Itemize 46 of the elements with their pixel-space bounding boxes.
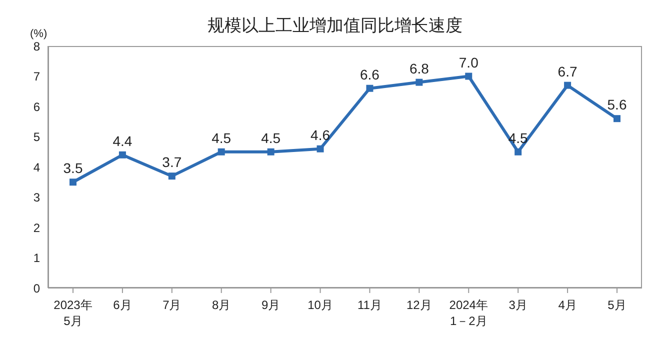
data-label: 4.4 (112, 132, 132, 149)
x-tick-label: 3月 (508, 298, 528, 312)
x-tick-label: 4月 (558, 298, 577, 312)
data-label: 4.6 (310, 126, 330, 143)
data-label: 6.6 (360, 66, 380, 82)
chart-title: 规模以上工业增加值同比增长速度 (208, 16, 462, 35)
y-tick-label: 2 (33, 220, 40, 235)
data-label: 6.8 (409, 60, 430, 76)
x-tick-label: 11月 (357, 298, 382, 312)
y-tick-label: 5 (33, 130, 40, 144)
data-label: 7.0 (458, 54, 479, 70)
point (366, 84, 374, 92)
point (465, 72, 472, 80)
y-tick-label: 4 (33, 160, 40, 174)
data-label: 5.6 (607, 96, 627, 113)
point (614, 115, 620, 122)
y-tick-label: 0 (33, 281, 40, 296)
x-tick-label: 2023年 5月 (54, 298, 92, 328)
x-tick-label: 9月 (261, 298, 280, 312)
x-tick-label: 8月 (212, 298, 231, 312)
point (168, 172, 176, 180)
data-label: 4.5 (261, 130, 281, 146)
x-tick-label: 2024年 1－2月 (449, 298, 488, 328)
x-tick-label: 6月 (113, 298, 132, 312)
point (267, 148, 274, 156)
point (416, 78, 423, 86)
y-tick-label: 6 (33, 100, 40, 114)
point (118, 151, 126, 158)
x-tick-label: 5月 (608, 298, 626, 312)
x-tick-label: 7月 (162, 298, 182, 312)
data-label: 3.7 (162, 154, 182, 170)
y-tick-label: 1 (33, 251, 40, 266)
point (218, 148, 225, 156)
x-tick-label: 10月 (308, 298, 333, 312)
y-tick-label: 8 (33, 39, 40, 54)
point (564, 82, 572, 89)
y-tick-label: 7 (33, 70, 40, 84)
point (316, 145, 324, 152)
data-label: 3.5 (63, 160, 83, 176)
point (70, 178, 76, 186)
data-label: 4.5 (212, 130, 232, 146)
y-axis-title: (%) (30, 28, 48, 40)
point (514, 148, 522, 156)
y-tick-label: 3 (33, 190, 40, 205)
data-label: 6.7 (558, 63, 578, 80)
x-tick-label: 12月 (406, 298, 432, 312)
